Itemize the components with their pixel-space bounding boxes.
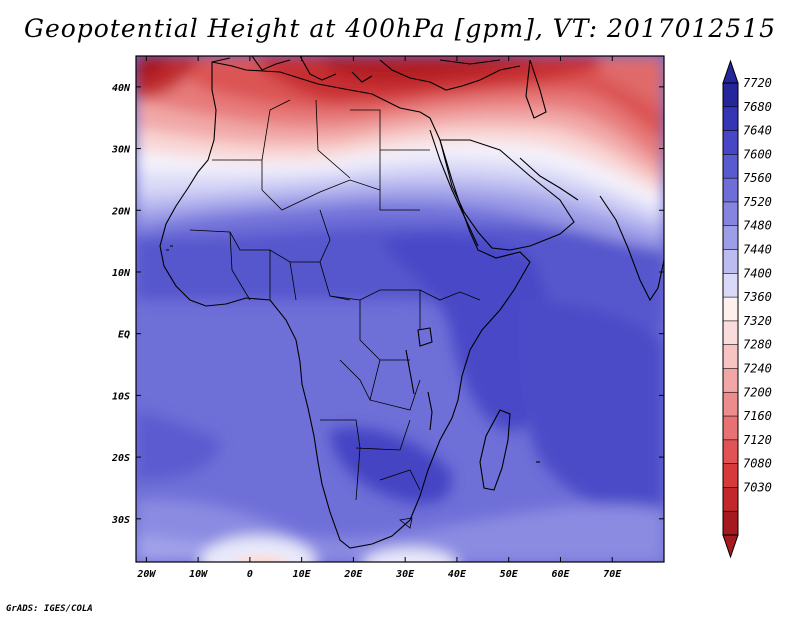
colorbar-label: 7600 <box>743 147 772 161</box>
plot-frame <box>135 55 665 563</box>
colorbar-swatch <box>723 320 738 346</box>
southern-low-west <box>200 536 316 562</box>
caspian-sea <box>525 59 547 119</box>
colorbar-swatch <box>723 439 738 465</box>
height-band-7640-east <box>380 234 552 432</box>
madagascar-coastline <box>479 409 511 491</box>
colorbar-label: 7560 <box>743 171 772 185</box>
height-field <box>136 56 664 576</box>
lake-malawi <box>427 391 433 431</box>
colorbar-swatch <box>723 201 738 227</box>
southern-low-east <box>363 548 457 562</box>
black-sea <box>439 59 501 65</box>
colorbar-swatch <box>723 511 738 536</box>
lat-tick-label: EQ <box>118 330 130 341</box>
lon-tick-label: 50E <box>500 569 519 580</box>
colorbar-label: 7320 <box>743 314 772 328</box>
colorbar-swatch <box>723 297 738 322</box>
colorbar-label: 7520 <box>743 195 772 209</box>
colorbar-label: 7440 <box>743 243 772 257</box>
colorbar-label: 7200 <box>743 385 772 399</box>
cape-verde <box>166 245 173 251</box>
colorbar-swatch <box>723 225 738 251</box>
colorbar-label: 7480 <box>743 219 772 233</box>
colorbar-min-triangle <box>722 534 739 559</box>
height-band-7240-east <box>600 56 664 110</box>
red-sea <box>429 129 479 247</box>
colorbar-swatch <box>723 392 738 417</box>
colorbar-swatch <box>723 344 738 369</box>
colorbar: 7720 7680 7640 7600 7560 7520 7480 7440 7400 7360… <box>722 59 772 559</box>
height-band-7640-indian-ocean <box>518 300 664 520</box>
lat-tick-label: 10S <box>112 391 130 402</box>
colorbar-label: 7400 <box>743 266 772 280</box>
colorbar-label: 7080 <box>743 457 772 471</box>
colorbar-label: 7720 <box>743 76 772 90</box>
colorbar-label: 7160 <box>743 409 772 423</box>
lon-tick-label: 0 <box>247 569 253 580</box>
border-lines-central <box>329 289 481 411</box>
lat-tick-label: 20S <box>111 453 130 464</box>
height-band-7080-atlantic <box>136 56 170 82</box>
colorbar-label: 7680 <box>743 100 772 114</box>
colorbar-label: 7030 <box>743 480 772 494</box>
lon-tick-label: 30E <box>395 569 415 580</box>
lon-tick-label: 20E <box>343 569 363 580</box>
india-coastline <box>599 195 664 302</box>
persian-gulf <box>519 157 579 201</box>
africa-coastline <box>159 61 531 549</box>
colorbar-swatch <box>723 178 738 203</box>
longitude-axis: 20W 10W 0 10E 20E 30E 40E 50E 60E 70E <box>136 56 622 580</box>
colorbar-label: 7240 <box>743 361 772 375</box>
height-band-west-atlantic <box>136 410 220 480</box>
arabia-coastline <box>439 139 575 251</box>
lat-tick-label: 10N <box>112 268 131 279</box>
colorbar-swatch <box>723 487 738 512</box>
colorbar-swatch <box>723 368 738 393</box>
grads-credit: GrADS: IGES/COLA <box>6 604 93 614</box>
colorbar-label: 7120 <box>743 433 772 447</box>
country-borders <box>189 99 481 529</box>
europe-south-coast <box>211 56 521 91</box>
lat-tick-label: 20N <box>111 206 131 217</box>
lon-tick-label: 40E <box>448 569 467 580</box>
border-lines-south <box>320 419 421 529</box>
colorbar-label: 7640 <box>743 124 772 138</box>
map-title: Geopotential Height at 400hPa [gpm], VT:… <box>23 14 777 43</box>
colorbar-max-triangle <box>722 59 739 84</box>
border-lines-west <box>189 209 351 301</box>
coastlines <box>159 56 664 549</box>
colorbar-swatch <box>723 130 738 155</box>
lake-tanganyika <box>405 349 415 395</box>
colorbar-swatch <box>723 463 738 488</box>
colorbar-swatch <box>723 154 738 179</box>
colorbar-swatch <box>723 83 738 108</box>
colorbar-label: 7280 <box>743 338 772 352</box>
colorbar-swatch <box>723 416 738 441</box>
lon-tick-label: 70E <box>603 569 622 580</box>
colorbar-swatch <box>723 273 738 298</box>
lon-tick-label: 20W <box>136 569 156 580</box>
lat-tick-label: 30S <box>111 515 130 526</box>
lat-tick-label: 30N <box>111 145 131 156</box>
lake-victoria <box>417 327 433 347</box>
border-lines-north <box>212 99 430 211</box>
height-band-7640-south <box>330 427 452 504</box>
lon-tick-label: 10E <box>293 569 312 580</box>
colorbar-swatch <box>723 106 738 132</box>
southern-low-center <box>233 554 291 562</box>
colorbar-swatch <box>723 249 738 274</box>
lon-tick-label: 10W <box>189 569 208 580</box>
southern-low-core <box>252 564 280 576</box>
latitude-axis: 40N 30N 20N 10N EQ 10S 20S 30S <box>111 83 664 526</box>
lat-tick-label: 40N <box>112 83 131 94</box>
colorbar-label: 7360 <box>743 290 772 304</box>
lon-tick-label: 60E <box>551 569 570 580</box>
